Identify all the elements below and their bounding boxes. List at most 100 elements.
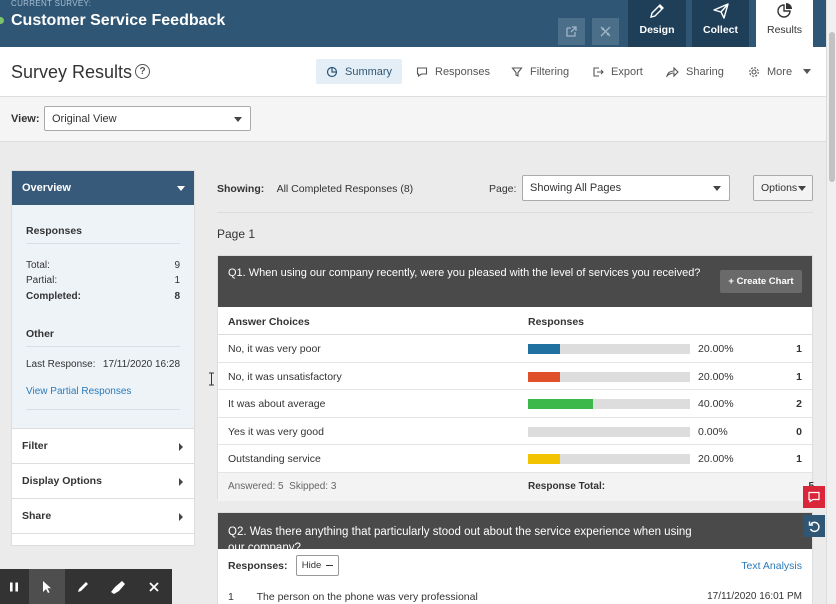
answer-percent: 20.00% bbox=[698, 453, 734, 466]
mode-results-button[interactable]: Results bbox=[756, 0, 813, 47]
close-toolbar-button[interactable] bbox=[136, 569, 172, 604]
accordion-share-label: Share bbox=[22, 510, 52, 522]
undo-button[interactable] bbox=[803, 515, 825, 537]
accordion-filter[interactable]: Filter bbox=[12, 429, 194, 464]
showing-info: Showing: All Completed Responses (8) bbox=[217, 183, 413, 195]
question-1-title: Q1. When using our company recently, wer… bbox=[228, 267, 701, 279]
create-chart-button[interactable]: + Create Chart bbox=[720, 270, 802, 293]
page-title: Survey Results bbox=[11, 62, 133, 82]
nav-filtering[interactable]: Filtering bbox=[501, 59, 579, 84]
options-button[interactable]: Options bbox=[753, 175, 813, 201]
page-heading: Page 1 bbox=[217, 227, 256, 241]
comment-icon bbox=[416, 66, 428, 77]
answer-percent: 20.00% bbox=[698, 343, 734, 355]
answer-row: Yes it was very good 0.00% 0 bbox=[218, 418, 812, 446]
response-bar bbox=[528, 371, 690, 382]
feedback-chat-button[interactable] bbox=[803, 486, 825, 508]
top-header: CURRENT SURVEY: Customer Service Feedbac… bbox=[0, 0, 836, 47]
nav-summary-label: Summary bbox=[345, 65, 393, 78]
nav-more[interactable]: More bbox=[738, 59, 821, 84]
response-bar-fill bbox=[528, 399, 593, 410]
hide-button[interactable]: Hide bbox=[296, 555, 339, 576]
showing-value: All Completed Responses (8) bbox=[276, 183, 414, 195]
mode-collect-label: Collect bbox=[702, 24, 738, 36]
page-scrollbar[interactable] bbox=[826, 0, 836, 604]
col-answer-choices: Answer Choices bbox=[228, 316, 310, 328]
pointer-tool-button[interactable] bbox=[28, 569, 65, 604]
skipped-count: Skipped: 3 bbox=[289, 480, 337, 492]
tools-icon[interactable] bbox=[592, 18, 619, 45]
showing-label: Showing: bbox=[217, 183, 265, 195]
help-icon[interactable]: ? bbox=[135, 64, 150, 79]
pause-button[interactable] bbox=[0, 569, 29, 604]
completed-value: 8 bbox=[174, 291, 180, 302]
overview-header[interactable]: Overview bbox=[12, 171, 194, 205]
question-2-card: Q2. Was there anything that particularly… bbox=[217, 512, 813, 604]
divider bbox=[217, 212, 813, 213]
pie-chart-icon bbox=[776, 3, 792, 18]
responses-heading: Responses bbox=[26, 225, 83, 237]
page-select[interactable]: Showing All Pages bbox=[522, 175, 730, 201]
response-date: 17/11/2020 16:01 PM bbox=[707, 591, 802, 602]
mode-design-button[interactable]: Design bbox=[628, 0, 686, 47]
mode-design-label: Design bbox=[639, 24, 675, 36]
mode-collect-button[interactable]: Collect bbox=[692, 0, 749, 47]
list-item: 1 The person on the phone was very profe… bbox=[228, 591, 478, 603]
page-select-value: Showing All Pages bbox=[530, 182, 622, 194]
chevron-down-icon bbox=[234, 116, 242, 122]
highlighter-tool-button[interactable] bbox=[100, 569, 136, 604]
close-icon bbox=[149, 581, 159, 592]
question-2-header: Q2. Was there anything that particularly… bbox=[218, 513, 812, 554]
nav-export[interactable]: Export bbox=[582, 59, 653, 84]
gear-icon bbox=[749, 66, 759, 77]
answer-row: No, it was very poor 20.00% 1 bbox=[218, 335, 812, 363]
chevron-down-icon bbox=[803, 69, 812, 74]
survey-title[interactable]: Customer Service Feedback bbox=[11, 12, 226, 29]
mode-results-label: Results bbox=[766, 24, 802, 36]
nav-sharing[interactable]: Sharing bbox=[656, 59, 734, 84]
last-response-value: 17/11/2020 16:28 bbox=[102, 359, 180, 370]
accordion-display-options-label: Display Options bbox=[22, 475, 102, 487]
view-row: View: Original View bbox=[0, 97, 826, 142]
response-text: The person on the phone was very profess… bbox=[256, 591, 478, 603]
paper-plane-icon bbox=[712, 3, 729, 19]
current-survey-label: CURRENT SURVEY: bbox=[11, 0, 92, 8]
completed-row: Completed: 8 bbox=[26, 291, 180, 302]
accordion-filter-label: Filter bbox=[22, 440, 48, 452]
answer-percent: 0.00% bbox=[698, 425, 728, 438]
response-bar-fill bbox=[528, 454, 561, 465]
response-bar-fill bbox=[528, 344, 561, 354]
overview-title: Overview bbox=[22, 182, 71, 194]
accordion-share[interactable]: Share bbox=[12, 499, 194, 534]
share-icon bbox=[666, 66, 679, 78]
highlighter-icon bbox=[111, 580, 126, 594]
answered-count: Answered: 5 bbox=[228, 480, 284, 492]
answer-row: No, it was unsatisfactory 20.00% 1 bbox=[218, 363, 812, 391]
nav-filtering-label: Filtering bbox=[530, 65, 570, 78]
response-bar bbox=[528, 454, 690, 465]
question-1-footer: Answered: 5 Skipped: 3 Response Total: 5 bbox=[218, 472, 814, 501]
question-1-header: Q1. When using our company recently, wer… bbox=[218, 256, 812, 307]
total-label: Total: bbox=[26, 260, 50, 271]
filter-icon bbox=[511, 66, 523, 77]
col-responses: Responses bbox=[528, 316, 585, 328]
view-select[interactable]: Original View bbox=[44, 106, 251, 131]
view-partial-responses-link[interactable]: View Partial Responses bbox=[26, 386, 132, 397]
divider bbox=[26, 409, 180, 410]
answer-count: 1 bbox=[796, 453, 802, 466]
pen-tool-button[interactable] bbox=[65, 569, 101, 604]
page-label: Page: bbox=[489, 183, 517, 195]
external-link-icon[interactable] bbox=[558, 18, 585, 45]
accordion-display-options[interactable]: Display Options bbox=[12, 464, 194, 499]
scrollbar-thumb[interactable] bbox=[829, 32, 835, 182]
answer-percent: 20.00% bbox=[698, 370, 734, 383]
nav-responses[interactable]: Responses bbox=[406, 59, 500, 84]
answer-label: No, it was very poor bbox=[228, 343, 321, 355]
partial-value: 1 bbox=[174, 275, 180, 286]
nav-summary[interactable]: Summary bbox=[316, 59, 403, 84]
text-analysis-link[interactable]: Text Analysis bbox=[741, 560, 802, 572]
chat-icon bbox=[808, 491, 820, 503]
annotation-toolbar bbox=[0, 569, 172, 604]
last-response-row: Last Response: 17/11/2020 16:28 bbox=[26, 359, 180, 370]
last-response-label: Last Response: bbox=[26, 359, 96, 370]
